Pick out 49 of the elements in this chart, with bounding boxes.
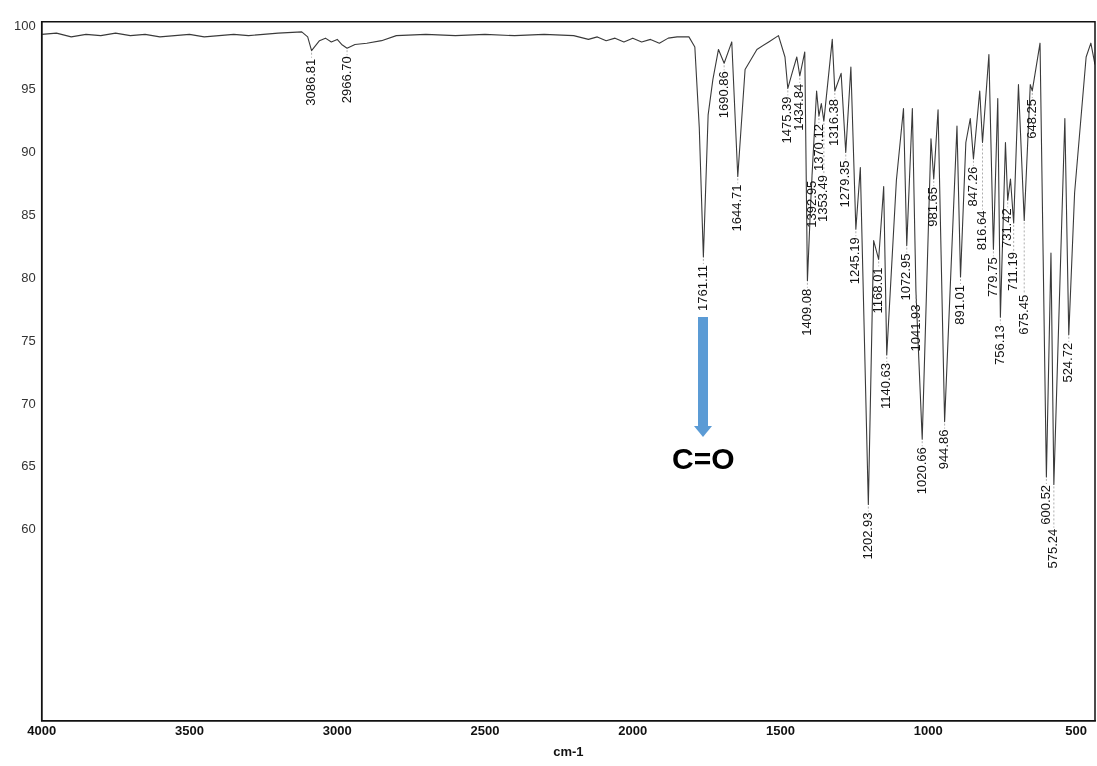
annotation: 816.64 — [974, 210, 990, 251]
annotation: 1041.93 — [907, 304, 923, 352]
x-tick-label: 2000 — [618, 723, 648, 739]
y-tick-label: 100 — [13, 18, 36, 34]
annotation: 1409.08 — [798, 288, 814, 336]
annotation: 981.65 — [925, 186, 941, 227]
annotation: 1690.86 — [715, 71, 731, 119]
y-tick-label: 90 — [21, 144, 36, 160]
annotation: 1072.95 — [898, 253, 914, 301]
y-tick-label: 75 — [21, 332, 36, 348]
annotation: 1316.38 — [826, 98, 842, 146]
y-tick-label: 60 — [21, 521, 36, 537]
y-tick-label: 95 — [21, 81, 36, 97]
x-tick-label: 1000 — [913, 723, 943, 739]
annotation: 675.45 — [1015, 294, 1031, 335]
annotation: 756.13 — [991, 325, 1007, 365]
annotation: 524.72 — [1060, 342, 1076, 383]
annotation: 1020.66 — [913, 447, 929, 495]
annotation: C=O — [672, 442, 735, 476]
annotation: 600.52 — [1037, 484, 1053, 525]
annotation: 711.19 — [1005, 252, 1021, 291]
x-tick-label: 2500 — [470, 723, 500, 739]
annotation: 648.25 — [1023, 98, 1039, 139]
annotation: 1202.93 — [859, 512, 875, 560]
annotation: 944.86 — [936, 429, 952, 470]
y-tick-label: 80 — [21, 269, 36, 285]
annotation: 779.75 — [984, 257, 1000, 298]
annotation: 1140.63 — [878, 362, 894, 409]
y-tick-label: 70 — [21, 395, 36, 411]
x-tick-label: 3000 — [322, 723, 352, 739]
annotation: 1644.71 — [729, 184, 745, 232]
annotation: 2966.70 — [338, 56, 354, 104]
x-tick-label: 3500 — [175, 723, 204, 739]
y-tick-label: 65 — [21, 458, 36, 474]
annotation: 1761.11 — [694, 264, 710, 311]
annotation: 575.24 — [1045, 528, 1061, 569]
x-tick-label: 4000 — [27, 723, 57, 739]
x-axis-title: cm-1 — [553, 743, 584, 759]
annotation: 891.01 — [952, 285, 968, 325]
annotation: 1245.19 — [847, 237, 863, 285]
y-tick-label: 85 — [21, 206, 36, 222]
x-tick-label: 500 — [1065, 723, 1087, 739]
annotation: 3086.81 — [303, 58, 319, 106]
annotation: 1168.01 — [870, 267, 886, 314]
annotation: 1370.12 — [810, 124, 826, 172]
annotation: 1279.35 — [837, 160, 853, 208]
x-tick-label: 1500 — [766, 723, 795, 739]
annotation: 731.42 — [999, 208, 1015, 249]
annotation: 847.26 — [965, 166, 981, 207]
